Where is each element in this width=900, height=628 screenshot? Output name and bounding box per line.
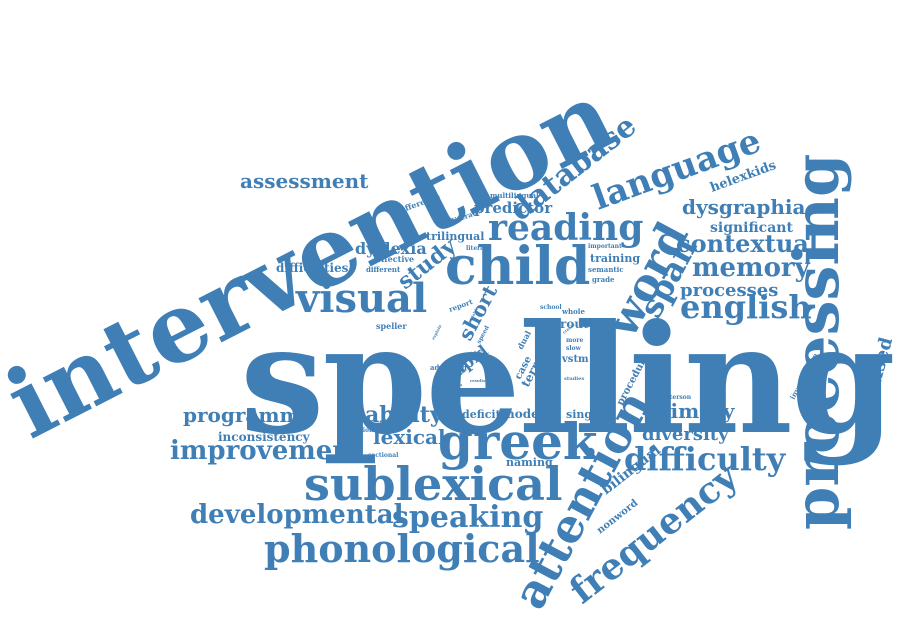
word-important: important	[588, 243, 622, 250]
word-developmental: developmental	[190, 500, 404, 530]
word-slow: slow	[566, 345, 582, 352]
word-masterson: masterson	[656, 394, 692, 401]
word-studies: studies	[564, 376, 584, 382]
word-difficulties: difficulties	[276, 261, 349, 275]
word-effective: effective	[376, 254, 414, 264]
word-memory: memory	[692, 253, 811, 283]
word-dysgraphia: dysgraphia	[682, 195, 805, 219]
word-lexical: lexical	[373, 425, 446, 449]
word-difficulty: difficulty	[624, 440, 787, 478]
word-whole: whole	[561, 307, 585, 316]
word-advanced: advanced	[430, 363, 467, 372]
word-sublexical: sublexical	[304, 457, 562, 511]
word-test: test	[538, 354, 549, 360]
word-predictor: predictor	[474, 199, 553, 217]
word-year: year	[437, 382, 463, 393]
word-contextual: contextual	[676, 229, 818, 258]
word-trilingual: trilingual	[426, 230, 484, 243]
word-grade: grade	[592, 275, 615, 284]
word-phonological: phonological	[264, 526, 540, 571]
word-literacy: literacy	[466, 245, 492, 252]
word-assessment: assessment	[240, 169, 369, 193]
word-programme: programme	[183, 403, 313, 427]
word-spelling: spelling	[240, 292, 894, 468]
word-significant: significant	[710, 220, 793, 236]
word-inconsistency: inconsistency	[218, 430, 311, 444]
word-dyslexia: dyslexia	[355, 239, 427, 258]
word-ability: ability	[365, 402, 444, 428]
word-speller: speller	[376, 321, 407, 331]
word-visual: visual	[295, 275, 427, 322]
word-processing: processing	[780, 154, 853, 530]
word-model: model	[502, 407, 544, 421]
word-deficit: deficit	[462, 408, 502, 421]
word-primary: primary	[646, 399, 736, 423]
word-speaking: speaking	[392, 500, 543, 535]
word-child: child	[445, 236, 590, 297]
word-multilingual: multilingual	[490, 191, 539, 200]
word-present: present	[542, 386, 559, 391]
word-task: task	[474, 350, 486, 356]
word-training: training	[590, 252, 640, 265]
word-single: single	[566, 408, 603, 421]
word-school: school	[540, 304, 562, 311]
word-english: english	[680, 288, 812, 326]
word-different: different	[366, 265, 401, 274]
word-greek: greek	[438, 412, 599, 471]
word-results: results	[470, 378, 486, 383]
word-improvement: improvement	[170, 436, 363, 466]
word-semantic: semantic	[588, 265, 624, 274]
word-naming: naming	[506, 456, 553, 469]
word-route: route	[560, 317, 597, 331]
word-diversity: diversity	[642, 424, 729, 445]
word-more: more	[566, 337, 584, 344]
word-reading: reading	[488, 207, 643, 249]
word-education: education	[340, 427, 374, 434]
word-sectional: sectional	[368, 452, 399, 459]
word-processes: processes	[680, 280, 778, 301]
word-result: result	[542, 378, 559, 384]
word-vstm: vstm	[561, 354, 589, 365]
